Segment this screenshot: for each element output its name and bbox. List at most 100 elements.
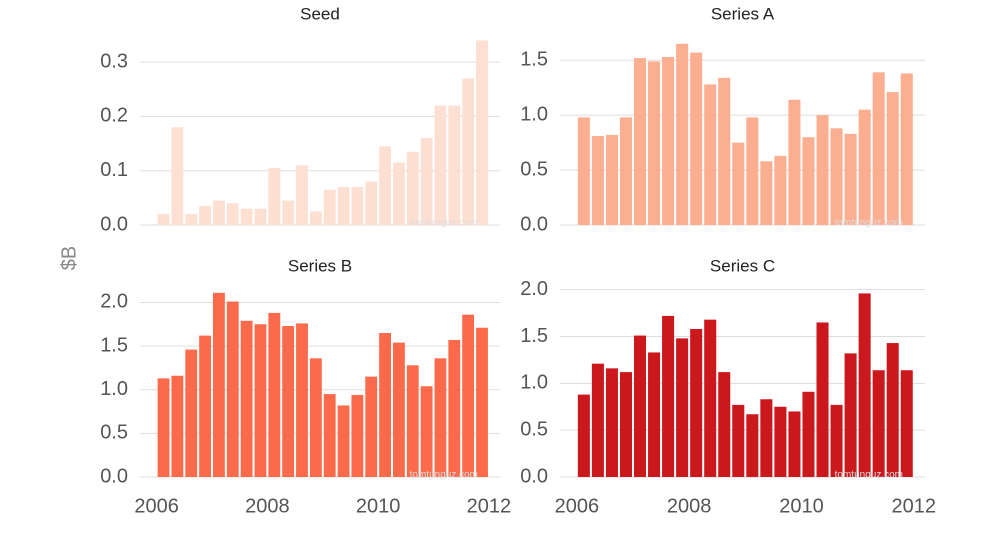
bar — [760, 161, 773, 225]
bar — [718, 77, 731, 225]
bar — [199, 335, 211, 477]
watermark: tomtunguz.com — [835, 470, 903, 481]
bar — [448, 105, 461, 225]
bar — [268, 312, 281, 477]
bar — [591, 136, 604, 225]
bar — [676, 338, 689, 477]
bar — [337, 187, 350, 225]
bar — [254, 324, 267, 477]
bar — [420, 386, 433, 477]
bar — [774, 406, 787, 477]
bar — [648, 61, 661, 225]
bar — [858, 109, 871, 225]
bar — [393, 162, 405, 225]
bar — [830, 128, 843, 225]
bar — [816, 115, 829, 225]
bar — [732, 142, 745, 225]
y-tick-label: 0.3 — [100, 50, 128, 72]
bar — [746, 117, 759, 225]
bar — [676, 43, 689, 225]
bar — [434, 358, 447, 477]
x-tick-label: 2006 — [555, 495, 600, 517]
y-tick-label: 1.5 — [520, 325, 548, 347]
y-tick-label: 2.0 — [100, 291, 128, 313]
bar — [591, 363, 604, 477]
bar — [171, 127, 184, 225]
bar — [213, 292, 225, 477]
y-tick-label: 0.5 — [520, 418, 548, 440]
bar — [337, 405, 350, 477]
bar — [476, 40, 488, 225]
bar — [858, 293, 871, 477]
bar — [213, 200, 225, 225]
bar — [351, 394, 364, 477]
bar — [309, 211, 322, 225]
y-tick-label: 0.1 — [100, 159, 128, 181]
chart-title: Series A — [711, 4, 775, 23]
bar — [254, 208, 267, 225]
bar — [240, 320, 253, 477]
bar — [379, 146, 391, 225]
bar — [309, 358, 322, 477]
bar — [365, 376, 378, 477]
bar — [634, 58, 647, 225]
bar — [226, 203, 239, 225]
bar — [434, 105, 447, 225]
bar — [886, 92, 899, 225]
bar — [282, 200, 295, 225]
watermark: tomtunguz.com — [410, 218, 478, 229]
bar — [323, 189, 336, 225]
y-tick-label: 2.0 — [520, 278, 548, 300]
x-tick-label: 2008 — [667, 495, 712, 517]
bar — [577, 394, 590, 477]
watermark: tomtunguz.com — [835, 218, 903, 229]
bar — [816, 322, 829, 477]
bar — [323, 394, 336, 477]
chart-title: Series C — [710, 256, 775, 275]
bar — [746, 414, 759, 477]
x-tick-label: 2012 — [467, 495, 512, 517]
bar — [844, 353, 857, 477]
bar — [662, 56, 675, 225]
y-axis-label: $B — [58, 246, 80, 270]
bar — [296, 165, 308, 225]
bar — [662, 315, 675, 477]
chart-title: Seed — [300, 4, 340, 23]
bar — [619, 372, 632, 477]
bar — [830, 404, 843, 477]
bar — [185, 349, 198, 477]
y-tick-label: 1.5 — [520, 49, 548, 71]
x-tick-label: 2006 — [134, 495, 179, 517]
bar — [577, 117, 590, 225]
bar — [619, 117, 632, 225]
bar — [199, 206, 211, 225]
y-tick-label: 1.0 — [520, 372, 548, 394]
chart-title: Series B — [288, 256, 352, 275]
y-tick-label: 0.0 — [100, 465, 128, 487]
y-tick-label: 0.2 — [100, 105, 128, 127]
bar — [802, 391, 815, 477]
x-tick-label: 2012 — [892, 495, 937, 517]
y-tick-label: 0.5 — [100, 422, 128, 444]
bar — [171, 375, 184, 477]
bar — [704, 84, 717, 225]
bar — [351, 187, 364, 225]
bar — [296, 323, 308, 477]
bar — [157, 214, 170, 225]
x-tick-label: 2008 — [245, 495, 290, 517]
bar — [872, 72, 885, 226]
bar — [774, 155, 787, 225]
bar — [476, 327, 488, 477]
bar — [886, 343, 899, 477]
y-tick-label: 0.0 — [520, 213, 548, 235]
bar — [448, 339, 461, 477]
bar — [240, 208, 253, 225]
bar — [420, 138, 433, 225]
bar — [226, 301, 239, 477]
bar — [718, 372, 731, 477]
bar — [605, 134, 618, 225]
bar — [379, 333, 391, 477]
bar — [282, 326, 295, 477]
bar — [406, 151, 419, 225]
bar — [157, 378, 170, 477]
